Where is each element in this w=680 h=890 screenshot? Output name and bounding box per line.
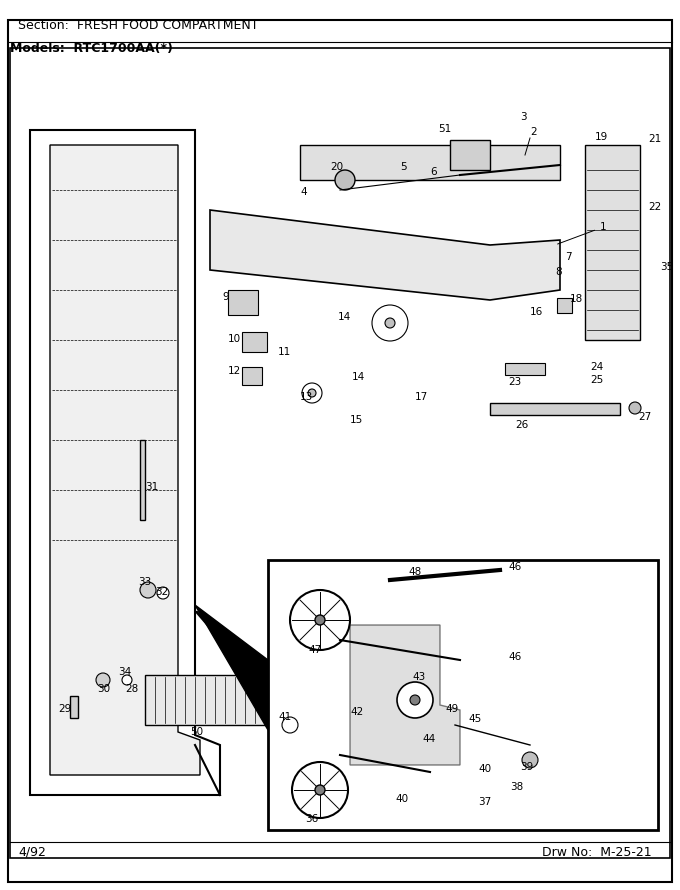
Text: 44: 44 (422, 734, 435, 744)
Text: 14: 14 (338, 312, 352, 322)
Circle shape (122, 675, 132, 685)
Text: 16: 16 (530, 307, 543, 317)
Text: 30: 30 (97, 684, 110, 694)
Text: 46: 46 (508, 652, 522, 662)
Text: 22: 22 (648, 202, 661, 212)
Circle shape (372, 305, 408, 341)
Text: 3: 3 (520, 112, 526, 122)
Circle shape (302, 383, 322, 403)
Circle shape (397, 682, 433, 718)
Text: 21: 21 (648, 134, 661, 144)
Circle shape (308, 389, 316, 397)
Polygon shape (210, 210, 560, 300)
Bar (242, 367, 262, 385)
Polygon shape (30, 130, 220, 795)
Bar (145, 675, 265, 725)
Circle shape (385, 318, 395, 328)
Text: 37: 37 (478, 797, 491, 807)
Circle shape (315, 785, 325, 795)
Text: 47: 47 (308, 645, 321, 655)
Bar (242, 332, 267, 352)
Text: 7: 7 (565, 252, 572, 262)
Polygon shape (350, 625, 460, 765)
Circle shape (282, 717, 298, 733)
Text: 36: 36 (305, 814, 318, 824)
Circle shape (157, 587, 169, 599)
Text: 28: 28 (125, 684, 138, 694)
Bar (585, 145, 640, 340)
Text: 2: 2 (530, 127, 537, 137)
Polygon shape (50, 145, 200, 775)
Circle shape (292, 762, 348, 818)
Bar (70, 696, 78, 718)
Text: 18: 18 (570, 294, 583, 304)
Text: 41: 41 (278, 712, 291, 722)
Text: 4: 4 (300, 187, 307, 197)
Text: 34: 34 (118, 667, 131, 677)
Bar (505, 363, 545, 375)
Circle shape (410, 695, 420, 705)
Text: 15: 15 (350, 415, 363, 425)
Circle shape (290, 590, 350, 650)
Bar (300, 145, 560, 180)
Polygon shape (195, 605, 268, 730)
Text: 42: 42 (350, 707, 363, 717)
Text: 39: 39 (520, 762, 533, 772)
Bar (490, 403, 620, 415)
Circle shape (96, 673, 110, 687)
Text: 51: 51 (438, 124, 452, 134)
Circle shape (315, 615, 325, 625)
Text: 43: 43 (412, 672, 425, 682)
Text: Drw No:  M-25-21: Drw No: M-25-21 (543, 846, 652, 859)
Text: 46: 46 (508, 562, 522, 572)
Text: 9: 9 (222, 292, 228, 302)
Bar (557, 298, 572, 313)
Text: 25: 25 (590, 375, 603, 385)
Text: 23: 23 (508, 377, 522, 387)
Text: 31: 31 (145, 482, 158, 492)
Text: 19: 19 (595, 132, 608, 142)
Text: 48: 48 (408, 567, 421, 577)
Text: 27: 27 (638, 412, 651, 422)
Text: 24: 24 (590, 362, 603, 372)
Text: 5: 5 (400, 162, 407, 172)
Text: Models:  RTC1700AA(*): Models: RTC1700AA(*) (10, 42, 173, 55)
Circle shape (140, 582, 156, 598)
Text: 33: 33 (138, 577, 151, 587)
Text: 38: 38 (510, 782, 523, 792)
Text: 6: 6 (430, 167, 437, 177)
Text: 45: 45 (468, 714, 481, 724)
Circle shape (335, 170, 355, 190)
Bar (228, 290, 258, 315)
Text: 35: 35 (660, 262, 673, 272)
Text: 26: 26 (515, 420, 528, 430)
Text: 11: 11 (278, 347, 291, 357)
Text: 20: 20 (330, 162, 343, 172)
Text: 12: 12 (228, 366, 241, 376)
Text: 4/92: 4/92 (18, 846, 46, 859)
Text: Section:  FRESH FOOD COMPARTMENT: Section: FRESH FOOD COMPARTMENT (18, 19, 258, 32)
Text: 14: 14 (352, 372, 365, 382)
Text: 13: 13 (300, 392, 313, 402)
Bar (268, 560, 658, 830)
Text: 50: 50 (190, 727, 203, 737)
Text: 17: 17 (415, 392, 428, 402)
Text: 8: 8 (555, 267, 562, 277)
Text: 1: 1 (558, 222, 607, 244)
Text: 32: 32 (155, 587, 168, 597)
Circle shape (522, 752, 538, 768)
Text: 29: 29 (58, 704, 71, 714)
Bar (140, 440, 145, 520)
Bar (450, 140, 490, 170)
Text: 40: 40 (395, 794, 408, 804)
Text: 10: 10 (228, 334, 241, 344)
Text: 40: 40 (478, 764, 491, 774)
Circle shape (629, 402, 641, 414)
Text: 49: 49 (445, 704, 458, 714)
